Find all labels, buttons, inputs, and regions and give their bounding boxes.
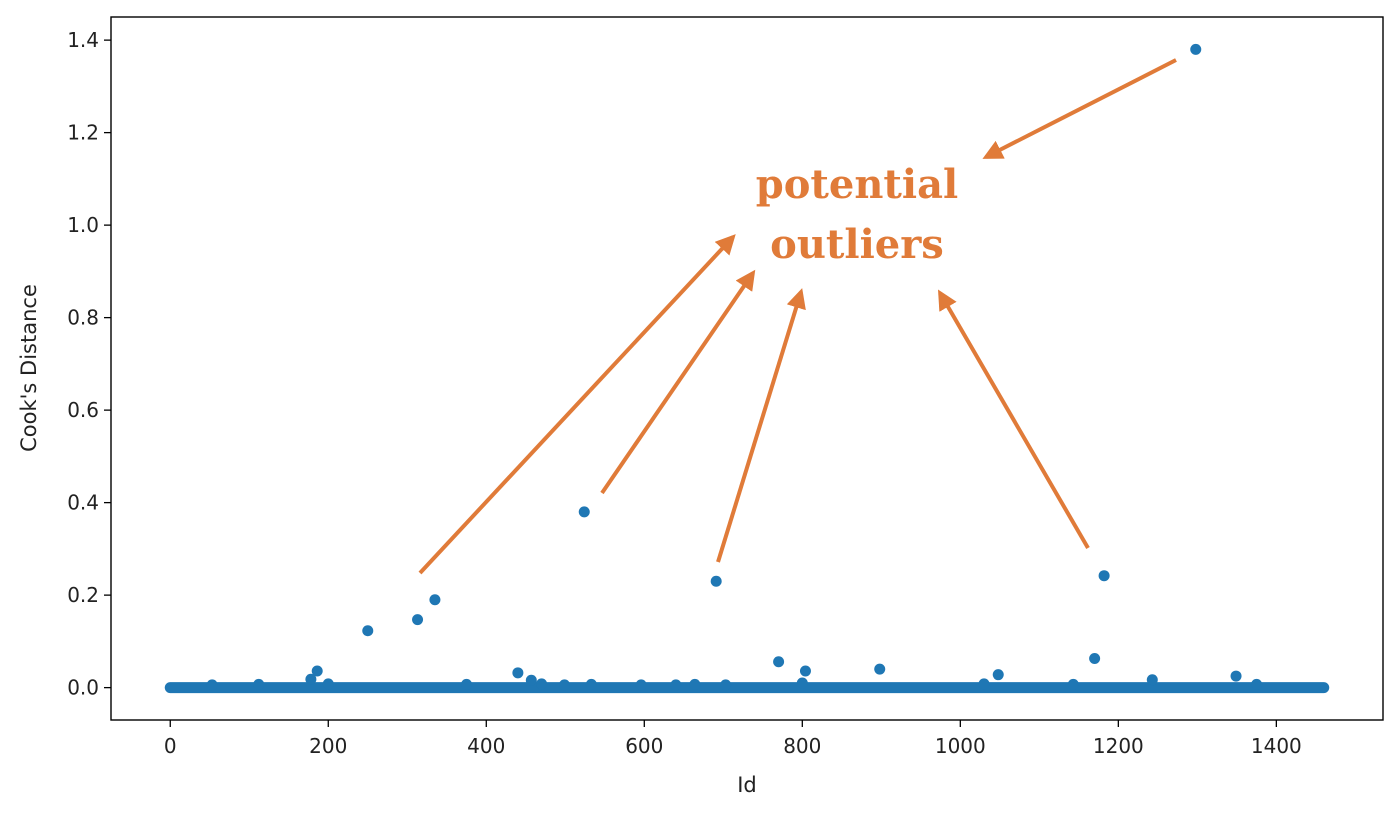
data-point (978, 678, 990, 690)
y-tick-label: 0.4 (67, 491, 99, 515)
y-tick-label: 0.0 (67, 676, 99, 700)
data-point (322, 678, 334, 690)
data-point (412, 614, 424, 626)
y-tick-label: 1.4 (67, 28, 99, 52)
data-point (720, 679, 732, 691)
data-point (773, 656, 785, 668)
y-tick-label: 1.0 (67, 213, 99, 237)
y-axis-ticks: 0.0 0.2 0.4 0.6 0.8 1.0 1.2 1.4 (67, 28, 111, 700)
data-point (992, 669, 1004, 681)
x-tick-label: 600 (625, 734, 663, 758)
data-point (461, 678, 473, 690)
y-tick-label: 0.2 (67, 583, 99, 607)
data-point (429, 594, 441, 606)
data-point (710, 575, 722, 587)
x-tick-label: 400 (467, 734, 505, 758)
data-point (1089, 652, 1101, 664)
annotation-arrow (982, 58, 1177, 159)
outlier-annotation: potential outliers (418, 58, 1177, 575)
data-point (578, 506, 590, 518)
data-point (1190, 43, 1202, 55)
data-series (164, 43, 1330, 694)
data-point (305, 673, 317, 685)
data-point (525, 674, 537, 686)
data-point (670, 679, 682, 691)
y-tick-label: 1.2 (67, 121, 99, 145)
x-axis-label: Id (737, 773, 757, 797)
x-tick-label: 1400 (1251, 734, 1302, 758)
x-tick-label: 0 (164, 734, 177, 758)
annotation-text-line-1: potential (756, 161, 958, 208)
data-point (253, 678, 265, 690)
x-tick-label: 200 (309, 734, 347, 758)
annotation-arrows (418, 58, 1177, 575)
annotation-arrow (716, 288, 806, 563)
x-tick-label: 800 (783, 734, 821, 758)
data-point (362, 625, 374, 637)
plot-area-frame (110, 16, 1384, 721)
data-point (585, 678, 597, 690)
annotation-text-line-2: outliers (770, 221, 944, 268)
data-point (796, 677, 808, 689)
annotation-arrow (937, 289, 1090, 550)
x-tick-label: 1000 (935, 734, 986, 758)
data-point (311, 665, 323, 677)
x-axis-ticks: 0 200 400 600 800 1000 1200 1400 (164, 720, 1302, 758)
data-point (1230, 670, 1242, 682)
data-point (799, 665, 811, 677)
data-point (512, 667, 524, 679)
data-point (1146, 674, 1158, 686)
annotation-arrow (600, 269, 756, 495)
data-point (536, 678, 548, 690)
annotation-arrow (418, 234, 736, 575)
y-tick-label: 0.8 (67, 306, 99, 330)
data-point (1098, 570, 1110, 582)
data-point (1251, 678, 1263, 690)
x-tick-label: 1200 (1093, 734, 1144, 758)
y-axis-label: Cook's Distance (17, 284, 41, 452)
data-point (206, 679, 218, 691)
y-tick-label: 0.6 (67, 398, 99, 422)
data-point (635, 679, 647, 691)
data-point (1067, 678, 1079, 690)
data-point (558, 679, 570, 691)
data-point (874, 663, 886, 675)
data-point (689, 678, 701, 690)
